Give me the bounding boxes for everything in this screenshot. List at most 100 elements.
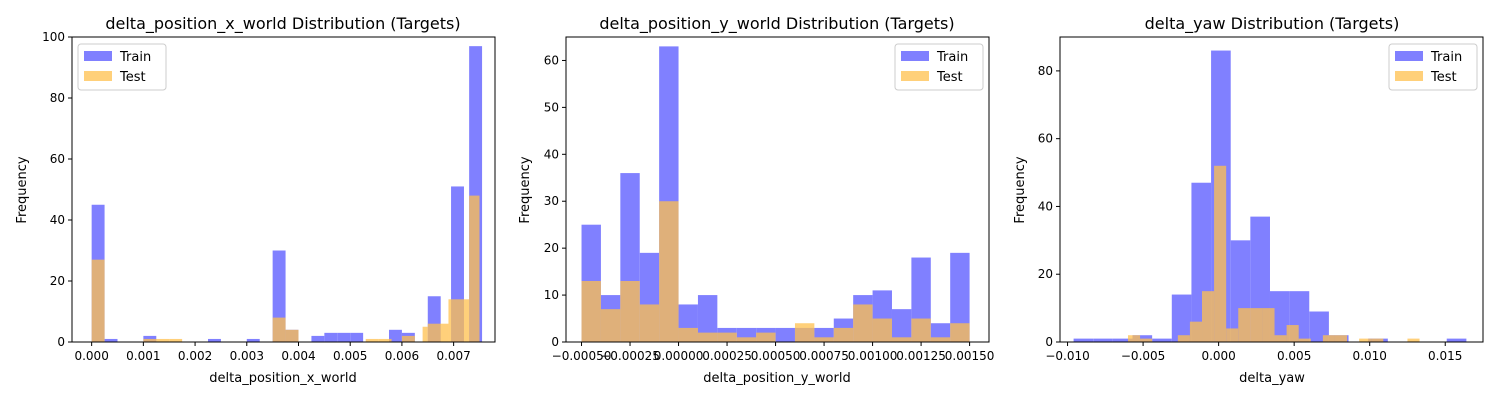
y-axis-label: Frequency xyxy=(518,156,533,223)
histogram-bar xyxy=(1322,335,1335,342)
x-tick-label: −0.010 xyxy=(1045,349,1089,363)
histogram-bar xyxy=(1238,308,1251,342)
x-axis-label: delta_position_x_world xyxy=(209,371,356,386)
histogram-bar xyxy=(600,309,621,342)
legend-swatch xyxy=(1395,51,1423,61)
legend: Train Test xyxy=(1388,43,1478,91)
x-tick-label: 0.003 xyxy=(230,349,264,363)
histogram-bar xyxy=(1359,338,1372,342)
y-axis-label: Frequency xyxy=(1013,156,1028,223)
histogram-bar xyxy=(246,338,260,342)
histogram-bar xyxy=(950,252,970,342)
x-tick-label: −0.00025 xyxy=(600,349,660,363)
histogram-bar xyxy=(794,323,815,342)
axes-frame xyxy=(565,36,990,343)
histogram-bar xyxy=(388,329,402,342)
histogram-bar xyxy=(365,338,379,342)
histogram-bar xyxy=(401,335,415,342)
series-train xyxy=(1073,50,1467,343)
histogram-bar xyxy=(427,323,449,342)
x-tick-label: 0.006 xyxy=(385,349,419,363)
histogram-bar xyxy=(891,337,912,342)
y-tick-label: 20 xyxy=(1038,267,1053,281)
histogram-bar xyxy=(1274,335,1287,342)
y-tick-label: 50 xyxy=(544,100,559,114)
histogram-bar xyxy=(756,332,776,342)
histogram-bar xyxy=(272,317,286,342)
histogram-bar xyxy=(378,338,392,342)
histogram-bar xyxy=(1189,321,1203,342)
series-test xyxy=(581,201,970,342)
histogram-bar xyxy=(659,201,679,342)
x-tick-label: 0.004 xyxy=(281,349,315,363)
y-tick-label: 60 xyxy=(544,53,559,67)
chart-title: delta_position_y_world Distribution (Tar… xyxy=(599,14,954,34)
histogram-bar xyxy=(1298,338,1311,342)
x-tick-label: 0.00025 xyxy=(702,349,752,363)
plot-area xyxy=(581,46,970,343)
axes-frame xyxy=(71,36,496,343)
histogram-bar xyxy=(91,259,105,342)
legend-label: Train xyxy=(936,50,968,65)
y-tick-label: 80 xyxy=(1038,64,1053,78)
x-tick-label: 0.000 xyxy=(74,349,108,363)
histogram-bar xyxy=(930,337,951,342)
x-tick-label: −0.005 xyxy=(1121,349,1165,363)
histogram-bar xyxy=(337,332,351,342)
histogram-bar xyxy=(1407,338,1420,342)
histogram-bar xyxy=(1269,291,1290,342)
y-tick-label: 20 xyxy=(544,241,559,255)
histogram-bar xyxy=(697,295,718,342)
chart-title: delta_yaw Distribution (Targets) xyxy=(1145,14,1400,34)
histogram-bar xyxy=(1112,338,1133,342)
series-test xyxy=(1127,165,1420,342)
histogram-bar xyxy=(814,337,834,342)
histogram-bar xyxy=(1127,335,1141,342)
histogram-bar xyxy=(736,337,757,342)
y-tick-label: 40 xyxy=(50,213,65,227)
legend-label: Train xyxy=(119,50,151,65)
histogram-bar xyxy=(156,338,170,342)
histogram-bar xyxy=(448,299,470,342)
histogram-bar xyxy=(911,318,931,342)
histogram-bar xyxy=(717,332,737,342)
y-tick-label: 40 xyxy=(1038,199,1053,213)
x-tick-label: −0.00050 xyxy=(552,349,612,363)
histogram-bar xyxy=(1171,294,1192,342)
histogram-bar xyxy=(1214,165,1227,342)
x-tick-label: 0.007 xyxy=(436,349,470,363)
histogram-bar xyxy=(1309,311,1329,342)
histogram-bar xyxy=(1334,335,1348,342)
histogram-bar xyxy=(1202,291,1215,342)
legend-label: Test xyxy=(936,70,963,85)
histogram-bar xyxy=(891,309,912,342)
y-tick-label: 60 xyxy=(50,152,65,166)
x-tick-label: 0.00125 xyxy=(896,349,946,363)
histogram-bar xyxy=(872,318,892,342)
x-axis-label: delta_yaw xyxy=(1239,371,1305,386)
axes-frame xyxy=(1059,36,1484,343)
chart-panel-delta-yaw: delta_yaw Distribution (Targets) delta_y… xyxy=(1013,14,1484,386)
legend: Train Test xyxy=(894,43,984,91)
plot-area xyxy=(1073,50,1467,343)
histogram-bar xyxy=(350,332,364,342)
legend-swatch xyxy=(901,51,929,61)
legend-swatch xyxy=(901,71,929,81)
y-tick-label: 0 xyxy=(57,335,65,349)
x-tick-label: 0.000 xyxy=(1201,349,1235,363)
histogram-bar xyxy=(581,281,601,342)
histogram-bar xyxy=(775,327,795,342)
histogram-bar xyxy=(1093,338,1113,342)
y-tick-label: 0 xyxy=(551,335,559,349)
histogram-bar xyxy=(1286,325,1299,342)
series-train xyxy=(91,46,483,343)
x-tick-label: 0.00050 xyxy=(751,349,801,363)
legend-swatch xyxy=(1395,71,1423,81)
histogram-bar xyxy=(1371,338,1384,342)
histogram-bar xyxy=(1226,328,1239,342)
x-tick-label: 0.00150 xyxy=(945,349,995,363)
legend-swatch xyxy=(84,71,112,81)
histogram-bar xyxy=(950,323,970,342)
x-axis-label: delta_position_y_world xyxy=(703,371,850,386)
